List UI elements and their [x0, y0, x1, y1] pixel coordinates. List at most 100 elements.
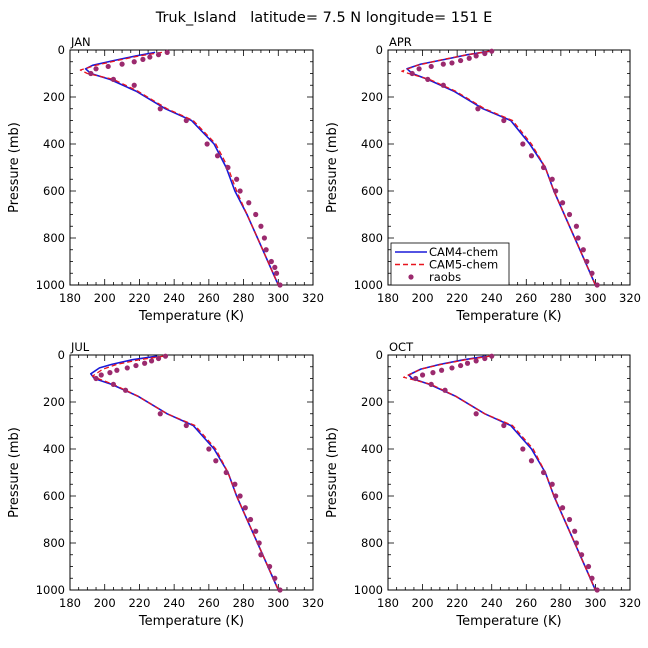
chart-panel: 180 200 220 240 260 280 300 320 0 200 400 600 800 100… — [7, 340, 324, 629]
raobs-point — [93, 66, 99, 72]
y-tick-label: 0 — [376, 348, 383, 362]
raobs-point — [157, 106, 163, 112]
raobs-point — [428, 63, 434, 70]
x-axis-label: Temperature (K) — [138, 309, 244, 324]
y-tick-label: 1000 — [354, 583, 383, 597]
raobs-point — [473, 411, 479, 417]
x-tick-label: 180 — [59, 596, 81, 610]
raobs-point — [573, 223, 580, 229]
x-tick-label: 200 — [94, 596, 116, 610]
chart-panel: 180 200 220 240 260 280 300 320 0 200 400 600 800 100… — [325, 340, 641, 629]
raobs-point — [520, 141, 526, 147]
raobs-point — [580, 247, 586, 253]
y-tick-label: 200 — [361, 395, 383, 409]
raobs-point — [594, 282, 600, 288]
raobs-point — [489, 353, 495, 359]
x-tick-label: 280 — [233, 596, 255, 610]
plot-frame — [387, 354, 631, 591]
y-tick-label: 200 — [43, 395, 65, 409]
cam4-chem-line — [84, 51, 280, 286]
raobs-point — [416, 66, 422, 72]
y-tick-label: 200 — [43, 90, 65, 104]
raobs-point — [589, 575, 595, 581]
y-tick-label: 400 — [43, 442, 65, 456]
y-tick-label: 600 — [43, 184, 65, 198]
y-tick-label: 400 — [361, 442, 383, 456]
raobs-point — [155, 52, 162, 58]
raobs-point — [573, 540, 580, 546]
raobs-point — [501, 117, 507, 124]
raobs-point — [258, 223, 264, 229]
raobs-point — [428, 381, 434, 387]
raobs-point — [242, 505, 248, 511]
x-tick-label: 260 — [198, 596, 220, 610]
legend-raobs-marker — [408, 274, 414, 280]
raobs-point — [268, 258, 274, 265]
raobs-point — [114, 367, 120, 373]
raobs-point — [253, 528, 259, 534]
raobs-point — [119, 61, 125, 67]
cam5-chem-line — [402, 355, 596, 591]
y-tick-label: 1000 — [36, 278, 65, 292]
raobs-point — [162, 353, 169, 359]
y-tick-label: 600 — [43, 489, 65, 503]
raobs-point — [579, 552, 585, 558]
raobs-point — [155, 355, 162, 362]
x-tick-label: 200 — [94, 291, 116, 305]
raobs-point — [98, 372, 104, 378]
raobs-point — [442, 387, 448, 393]
raobs-point — [585, 563, 592, 570]
legend-entry-label: raobs — [429, 270, 461, 284]
raobs-point — [105, 63, 111, 70]
raobs-point — [272, 264, 278, 270]
raobs-point — [157, 411, 163, 417]
y-tick-label: 400 — [43, 137, 65, 151]
x-tick-label: 300 — [584, 291, 606, 305]
raobs-point — [473, 358, 479, 364]
y-tick-label: 800 — [43, 231, 65, 245]
x-tick-label: 300 — [267, 291, 289, 305]
x-tick-label: 220 — [128, 596, 150, 610]
x-tick-label: 320 — [302, 596, 324, 610]
x-tick-label: 180 — [377, 291, 399, 305]
raobs-point — [553, 188, 559, 194]
raobs-point — [164, 49, 170, 55]
raobs-point — [589, 270, 595, 276]
raobs-point — [559, 200, 566, 206]
raobs-point — [237, 188, 243, 194]
x-tick-label: 320 — [619, 291, 641, 305]
x-tick-label: 240 — [481, 596, 503, 610]
x-axis-label: Temperature (K) — [138, 614, 244, 629]
raobs-point — [559, 505, 566, 511]
raobs-point — [464, 360, 471, 366]
raobs-point — [594, 587, 600, 593]
panel-label: OCT — [389, 340, 414, 354]
x-tick-label: 300 — [584, 596, 606, 610]
figure-title: Truk_Island latitude= 7.5 N longitude= 1… — [155, 10, 493, 26]
raobs-point — [473, 53, 479, 59]
y-tick-label: 1000 — [36, 583, 65, 597]
plot-frame — [69, 49, 314, 286]
raobs-point — [183, 117, 189, 124]
raobs-point — [566, 516, 573, 523]
raobs-point — [246, 200, 252, 206]
raobs-point — [540, 164, 547, 171]
y-axis-label: Pressure (mb) — [325, 427, 340, 518]
raobs-point — [549, 481, 555, 487]
raobs-point — [258, 552, 264, 558]
y-axis-label: Pressure (mb) — [325, 122, 340, 213]
raobs-point — [124, 365, 130, 371]
x-tick-label: 320 — [619, 596, 641, 610]
raobs-point — [277, 587, 283, 593]
raobs-point — [183, 422, 189, 429]
raobs-point — [466, 55, 472, 61]
x-tick-label: 180 — [377, 596, 399, 610]
legend-entry-label: CAM5-chem — [429, 258, 498, 272]
raobs-point — [122, 387, 129, 393]
x-tick-label: 220 — [446, 291, 468, 305]
raobs-point — [131, 59, 137, 65]
cam4-chem-line — [90, 355, 280, 591]
raobs-point — [131, 82, 137, 88]
raobs-point — [458, 362, 464, 369]
